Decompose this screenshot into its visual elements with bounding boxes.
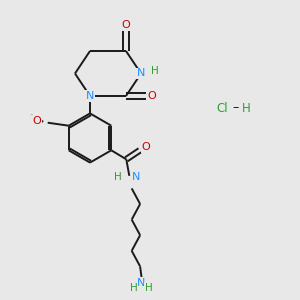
- Text: O: O: [122, 20, 130, 30]
- Text: N: N: [86, 91, 94, 101]
- Text: O: O: [148, 91, 157, 101]
- Text: H: H: [242, 101, 250, 115]
- Text: N: N: [137, 278, 146, 288]
- Text: O: O: [32, 116, 41, 126]
- Text: N: N: [137, 68, 145, 79]
- Text: H: H: [130, 283, 137, 293]
- Text: –: –: [232, 101, 238, 115]
- Text: N: N: [132, 172, 140, 182]
- Text: Cl: Cl: [216, 101, 228, 115]
- Text: H: H: [151, 65, 158, 76]
- Text: H: H: [145, 283, 152, 293]
- Text: O: O: [141, 142, 150, 152]
- Text: H: H: [114, 172, 122, 182]
